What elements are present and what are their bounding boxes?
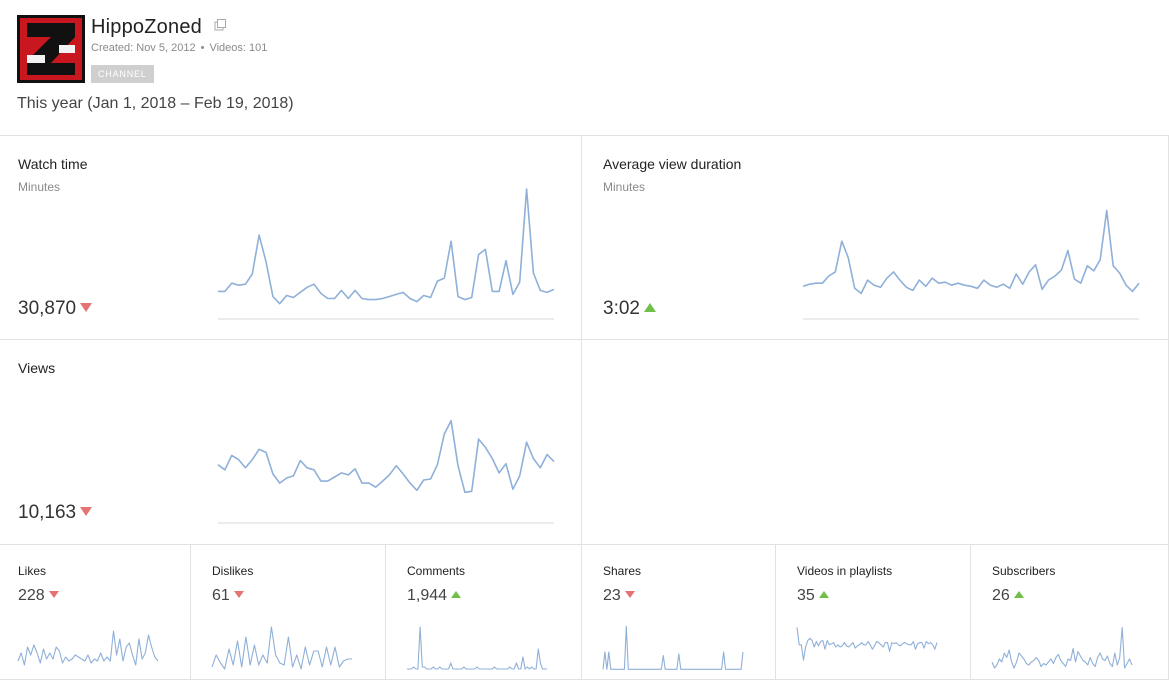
date-range: This year (Jan 1, 2018 – Feb 19, 2018) xyxy=(17,95,294,112)
channel-badge: CHANNEL xyxy=(91,65,154,83)
videos-in-playlists-number: 35 xyxy=(797,587,815,604)
shares-sparkline xyxy=(602,625,744,670)
watch-time-unit: Minutes xyxy=(18,180,61,194)
videos-in-playlists-sparkline xyxy=(796,627,938,661)
created-date: Created: Nov 5, 2012 xyxy=(91,42,196,54)
sparkline-series xyxy=(211,626,352,670)
dislikes-sparkline xyxy=(211,626,352,670)
avg-view-duration-card[interactable]: Average view duration Minutes 3:02 xyxy=(582,136,1169,340)
watch-time-title: Watch time xyxy=(18,156,88,172)
trend-down-icon xyxy=(80,303,93,312)
subscribers-title: Subscribers xyxy=(992,564,1056,578)
watch-time-value: 30,870 xyxy=(18,298,93,320)
comments-value: 1,944 xyxy=(407,587,462,605)
channel-avatar[interactable] xyxy=(17,15,85,83)
dislikes-value: 61 xyxy=(212,587,244,605)
likes-card[interactable]: Likes 228 xyxy=(0,545,191,680)
views-title: Views xyxy=(18,360,56,376)
avg-view-duration-number: 3:02 xyxy=(603,298,640,319)
views-value: 10,163 xyxy=(18,502,93,524)
watch-time-sparkline xyxy=(218,188,555,320)
shares-number: 23 xyxy=(603,587,621,604)
avg-view-duration-value: 3:02 xyxy=(603,298,656,320)
subscribers-sparkline xyxy=(991,626,1133,669)
sparkline-series xyxy=(217,419,555,494)
shares-value: 23 xyxy=(603,587,635,605)
trend-down-icon xyxy=(48,591,59,598)
sparkline-series xyxy=(796,627,938,661)
comments-title: Comments xyxy=(407,564,466,578)
avg-view-duration-unit: Minutes xyxy=(603,180,646,194)
sparkline-series xyxy=(602,625,744,670)
dislikes-title: Dislikes xyxy=(212,564,254,578)
trend-up-icon xyxy=(451,591,462,598)
dislikes-card[interactable]: Dislikes 61 xyxy=(191,545,386,680)
trend-up-icon xyxy=(643,303,656,312)
comments-sparkline xyxy=(407,626,547,670)
likes-value: 228 xyxy=(18,587,59,605)
sparkline-series xyxy=(407,626,547,670)
videos-in-playlists-card[interactable]: Videos in playlists 35 xyxy=(776,545,971,680)
channel-header: HippoZoned Created: Nov 5, 2012 • Videos: … xyxy=(0,0,1169,136)
avg-view-duration-title: Average view duration xyxy=(603,156,742,172)
empty-card xyxy=(582,340,1169,545)
videos-in-playlists-value: 35 xyxy=(797,587,829,605)
views-number: 10,163 xyxy=(18,502,77,523)
channel-name[interactable]: HippoZoned xyxy=(91,16,202,38)
channel-meta: Created: Nov 5, 2012 • Videos: 101 xyxy=(91,42,267,54)
z-logo-icon xyxy=(17,15,85,83)
shares-card[interactable]: Shares 23 xyxy=(582,545,776,680)
comments-card[interactable]: Comments 1,944 xyxy=(386,545,582,680)
subscribers-card[interactable]: Subscribers 26 xyxy=(971,545,1169,680)
subscribers-value: 26 xyxy=(992,587,1024,605)
shares-title: Shares xyxy=(603,564,642,578)
sparkline-series xyxy=(991,626,1133,669)
video-count: Videos: 101 xyxy=(209,42,268,54)
trend-down-icon xyxy=(624,591,635,598)
watch-time-number: 30,870 xyxy=(18,298,77,319)
external-link-icon[interactable] xyxy=(214,19,226,31)
likes-title: Likes xyxy=(18,564,47,578)
watch-time-card[interactable]: Watch time Minutes 30,870 xyxy=(0,136,582,340)
trend-down-icon xyxy=(233,591,244,598)
sparkline-series xyxy=(218,188,555,305)
sparkline-series xyxy=(802,209,1140,295)
likes-number: 228 xyxy=(18,587,45,604)
dislikes-number: 61 xyxy=(212,587,230,604)
avg-view-duration-sparkline xyxy=(802,209,1140,320)
likes-sparkline xyxy=(17,630,159,666)
comments-number: 1,944 xyxy=(407,587,448,604)
views-card[interactable]: Views 10,163 xyxy=(0,340,582,545)
views-sparkline xyxy=(217,419,555,524)
trend-up-icon xyxy=(1013,591,1024,598)
trend-up-icon xyxy=(818,591,829,598)
separator-dot: • xyxy=(200,42,205,54)
subscribers-number: 26 xyxy=(992,587,1010,604)
trend-down-icon xyxy=(80,507,93,516)
videos-in-playlists-title: Videos in playlists xyxy=(797,564,893,578)
sparkline-series xyxy=(17,630,159,666)
